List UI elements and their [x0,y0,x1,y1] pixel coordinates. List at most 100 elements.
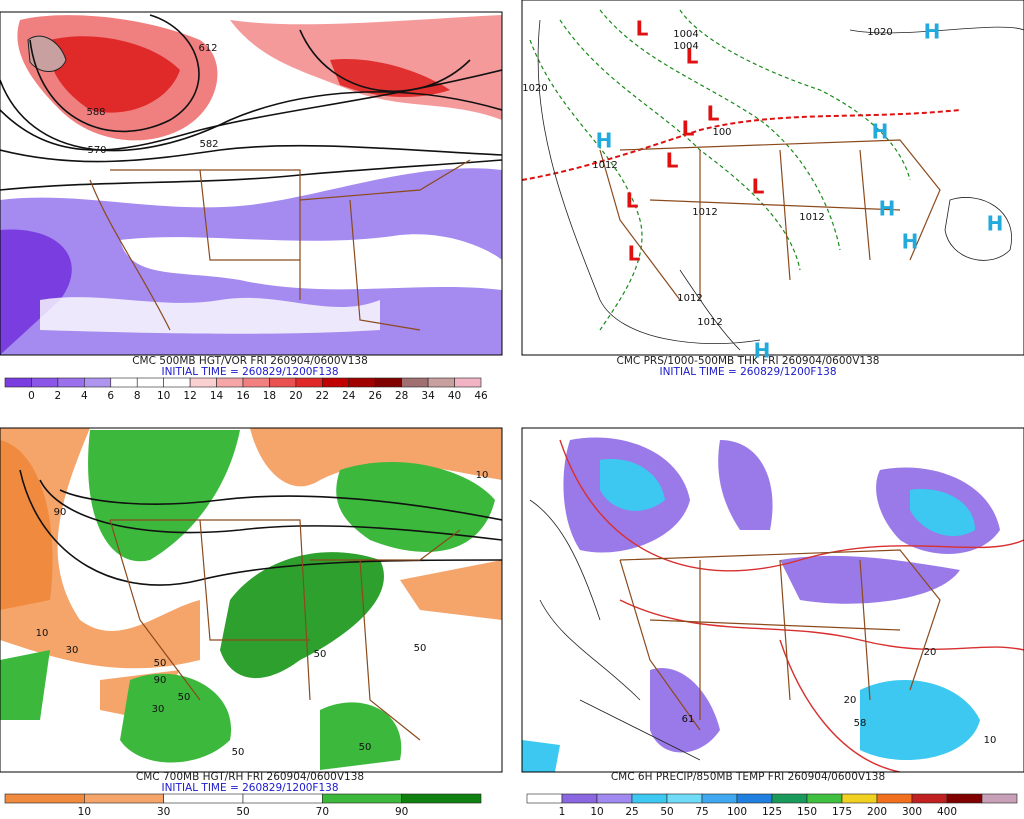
colorbar-swatch [31,377,59,388]
pressure-center: L [626,189,639,213]
colorbar-label: 22 [316,390,329,402]
colorbar-label: 2 [55,390,62,402]
colorbar-swatch [322,377,350,388]
colorbar-swatch [84,793,164,804]
colorbar-swatch [911,793,948,804]
panel-title: CMC 700MB HGT/RH FRI 260904/0600V138 [136,771,364,783]
colorbar-swatch [57,377,85,388]
colorbar-label: 200 [867,806,887,818]
colorbar-swatch [163,377,191,388]
contour-label: 50 [314,649,327,660]
map-700mb [0,428,502,772]
colorbar-label: 125 [762,806,782,818]
colorbar-swatch [946,793,983,804]
colorbar-label: 12 [183,390,196,402]
colorbar-swatch [561,793,598,804]
map-pressure [522,0,1024,355]
colorbar-swatch [701,793,738,804]
colorbar-swatch [348,377,376,388]
colorbar-swatch [631,793,668,804]
colorbar-label: 1 [559,806,566,818]
panel-title: CMC PRS/1000-500MB THK FRI 260904/0600V1… [617,355,880,367]
pressure-center: H [754,339,771,363]
pressure-center: H [596,129,613,153]
panel-subtitle: INITIAL TIME = 260829/1200F138 [161,366,338,378]
contour-label: 50 [359,742,372,753]
pressure-center: H [902,230,919,254]
pressure-center: L [686,45,699,69]
panel-title: CMC 6H PRECIP/850MB TEMP FRI 260904/0600… [611,771,885,783]
contour-label: 10 [36,628,49,639]
colorbar-label: 75 [695,806,708,818]
colorbar-label: 16 [236,390,250,402]
colorbar-label: 14 [210,390,224,402]
colorbar-label: 46 [474,390,488,402]
colorbar-label: 24 [342,390,356,402]
contour-label: 50 [414,643,427,654]
colorbar-swatch [4,793,85,804]
contour-label: 1012 [592,160,617,171]
pressure-center: H [924,20,941,44]
colorbar-label: 70 [316,806,329,818]
pressure-center: H [987,212,1004,236]
pressure-center: L [636,17,649,41]
colorbar-label: 10 [157,390,170,402]
colorbar-swatch [4,377,32,388]
colorbar-swatch [596,793,633,804]
contour-label: 61 [682,714,695,725]
colorbar-swatch [401,793,482,804]
pressure-center: L [752,175,765,199]
contour-label: 1004 [673,29,698,40]
map-frame [0,427,503,773]
colorbar-swatch [269,377,297,388]
contour-label: 50 [232,747,245,758]
map-500mb [0,12,502,355]
colorbar-swatch [841,793,878,804]
colorbar-swatch [876,793,913,804]
colorbar-label: 25 [625,806,638,818]
panel-subtitle: INITIAL TIME = 260829/1200F138 [161,782,338,794]
colorbar-swatch [163,793,244,804]
panel-title: CMC 500MB HGT/VOR FRI 260904/0600V138 [132,355,368,367]
colorbar-label: 50 [236,806,249,818]
colorbar-swatch [242,793,323,804]
contour-label: 582 [199,139,218,150]
contour-label: 588 [86,107,105,118]
colorbar-label: 400 [937,806,957,818]
contour-label: 58 [854,718,867,729]
colorbar-label: 8 [134,390,141,402]
contour-label: 20 [844,695,857,706]
map-precip [522,428,1024,772]
colorbar-swatch [981,793,1018,804]
colorbar-label: 90 [395,806,408,818]
colorbar-label: 26 [369,390,383,402]
colorbar-label: 20 [289,390,302,402]
colorbar-label: 150 [797,806,817,818]
contour-label: 50 [178,692,191,703]
colorbar-swatch [454,377,482,388]
colorbar-label: 175 [832,806,852,818]
colorbar-swatch [771,793,808,804]
contour-label: 1012 [697,317,722,328]
colorbar-swatch [322,793,402,804]
map-frame [521,427,1024,773]
colorbar-swatch [295,377,323,388]
contour-label: 10 [476,470,489,481]
pressure-center: H [872,120,889,144]
colorbar-swatch [401,377,429,388]
colorbar-label: 100 [727,806,747,818]
colorbar-label: 6 [107,390,114,402]
colorbar-label: 40 [448,390,461,402]
colorbar-label: 34 [421,390,435,402]
colorbar-swatch [189,377,217,388]
colorbar-swatch [110,377,138,388]
colorbar-label: 4 [81,390,88,402]
colorbar-swatch [666,793,703,804]
contour-label: 100 [712,127,731,138]
colorbar-swatch [242,377,270,388]
map-frame [521,0,1024,356]
colorbar-swatch [806,793,843,804]
colorbar-label: 10 [590,806,603,818]
colorbar-swatch [427,377,455,388]
